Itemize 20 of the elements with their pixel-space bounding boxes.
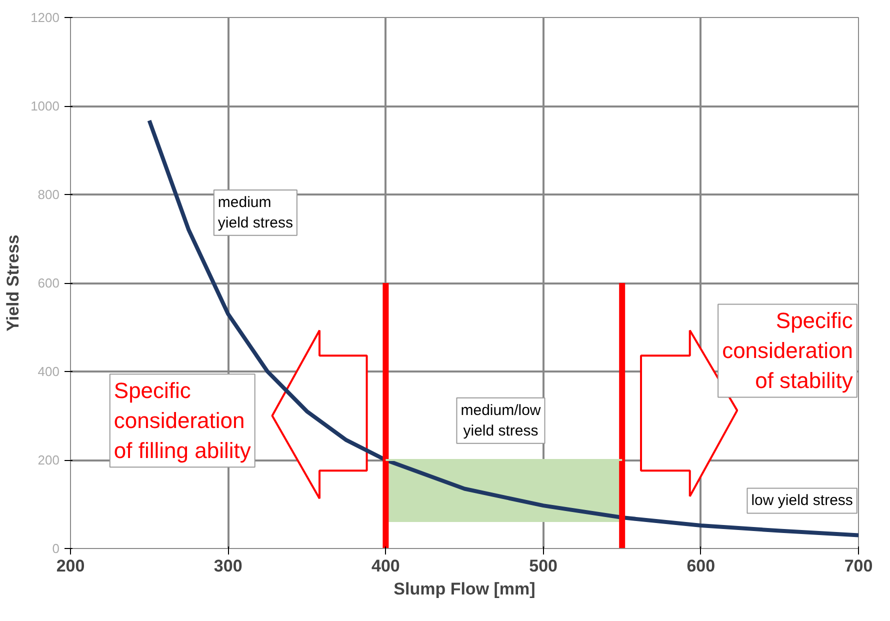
x-tick-label: 200	[56, 556, 85, 576]
x-tick-label: 600	[686, 556, 716, 576]
y-tick-label: 1000	[30, 98, 60, 114]
annotation: medium yield stress	[218, 194, 293, 232]
y-tick-label: 400	[38, 364, 60, 379]
y-tick-label: 0	[52, 541, 60, 556]
y-axis-title: Yield Stress	[4, 234, 23, 332]
x-axis-title: Slump Flow [mm]	[394, 580, 536, 598]
x-tick-label: 700	[844, 556, 873, 576]
x-tick-label: 300	[214, 556, 242, 576]
annotation: Specific consideration of filling ability	[114, 378, 251, 464]
annotation: medium/low yield stress	[460, 402, 541, 440]
annotation: low yield stress	[751, 492, 853, 510]
x-tick-label: 500	[529, 556, 558, 576]
x-tick-label: 400	[372, 556, 400, 576]
y-tick-label: 600	[38, 276, 60, 290]
y-tick-label: 800	[38, 187, 60, 202]
y-tick-label: 200	[38, 452, 60, 468]
y-tick-label: 1200	[30, 10, 60, 25]
annotation: Specific consideration of stability	[722, 308, 853, 394]
